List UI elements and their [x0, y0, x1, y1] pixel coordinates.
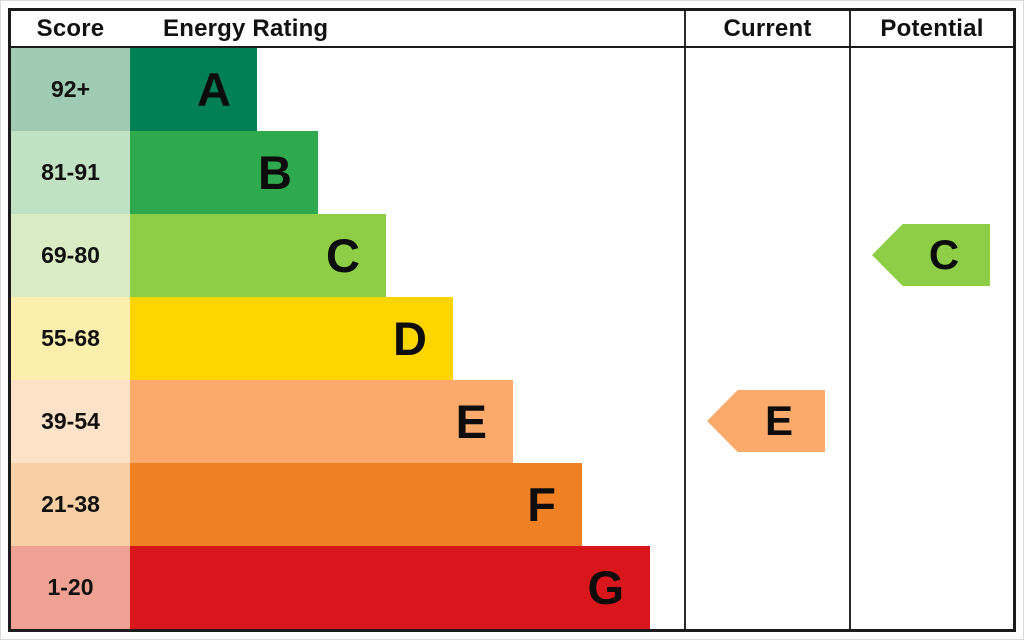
- band-row-e: 39-54 E: [11, 380, 1013, 463]
- rating-bar-f: F: [130, 463, 582, 546]
- current-column-cell: [684, 214, 849, 297]
- potential-column-cell: [849, 297, 1013, 380]
- current-column-cell: [684, 380, 849, 463]
- current-rating-letter: E: [764, 397, 793, 444]
- band-letter-b: B: [258, 146, 292, 199]
- rating-bar-d: D: [130, 297, 453, 380]
- rating-bar-b: B: [130, 131, 318, 214]
- rating-bar-a: A: [130, 48, 257, 131]
- chart-header: Score Energy Rating Current Potential: [11, 11, 1013, 48]
- band-row-f: 21-38 F: [11, 463, 1013, 546]
- current-column-cell: [684, 546, 849, 629]
- rating-bar-c: C: [130, 214, 386, 297]
- band-letter-c: C: [326, 229, 360, 282]
- potential-column-cell: [849, 214, 1013, 297]
- score-cell-d: 55-68: [11, 297, 130, 380]
- band-row-g: 1-20 G: [11, 546, 1013, 629]
- band-letter-f: F: [527, 478, 556, 531]
- potential-column-cell: [849, 131, 1013, 214]
- current-column-cell: [684, 131, 849, 214]
- band-letter-g: G: [587, 561, 624, 614]
- score-cell-b: 81-91: [11, 131, 130, 214]
- rating-bar-g: G: [130, 546, 650, 629]
- potential-column-cell: [849, 48, 1013, 131]
- current-column-cell: [684, 297, 849, 380]
- header-current: Current: [684, 11, 849, 46]
- potential-column-cell: [849, 546, 1013, 629]
- band-letter-a: A: [197, 63, 231, 116]
- current-column-cell: [684, 48, 849, 131]
- rating-bar-e: E: [130, 380, 513, 463]
- band-letter-d: D: [393, 312, 427, 365]
- potential-column-cell: [849, 380, 1013, 463]
- score-cell-f: 21-38: [11, 463, 130, 546]
- header-potential: Potential: [849, 11, 1013, 46]
- potential-rating-letter: C: [928, 231, 960, 278]
- band-row-d: 55-68 D: [11, 297, 1013, 380]
- epc-rating-chart: Score Energy Rating Current Potential 92…: [8, 8, 1016, 632]
- header-score: Score: [36, 14, 105, 42]
- band-row-c: 69-80 C: [11, 214, 1013, 297]
- band-rows: 92+ A 81-91 B 69-80 C 55-68 D 39-54 E: [11, 48, 1013, 629]
- band-letter-e: E: [455, 395, 487, 448]
- potential-column-cell: [849, 463, 1013, 546]
- band-row-b: 81-91 B: [11, 131, 1013, 214]
- score-cell-a: 92+: [11, 48, 130, 131]
- score-cell-g: 1-20: [11, 546, 130, 629]
- current-column-cell: [684, 463, 849, 546]
- band-row-a: 92+ A: [11, 48, 1013, 131]
- score-cell-e: 39-54: [11, 380, 130, 463]
- header-energy-rating: Energy Rating: [163, 14, 329, 42]
- score-cell-c: 69-80: [11, 214, 130, 297]
